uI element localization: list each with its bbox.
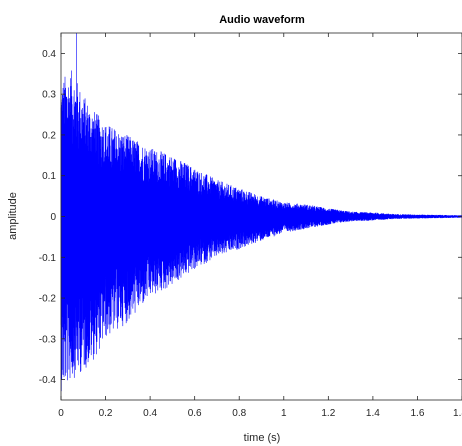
- y-tick-label: -0.4: [39, 375, 57, 386]
- plot-area: [60, 32, 462, 401]
- chart-title: Audio waveform: [219, 14, 305, 26]
- x-tick-label: 0.6: [188, 408, 202, 419]
- x-tick-label: 0: [58, 408, 64, 419]
- y-tick-label: 0.3: [42, 90, 56, 101]
- x-tick-label: 1: [281, 408, 287, 419]
- y-tick-label: 0.2: [42, 130, 56, 141]
- y-tick-label: 0.1: [42, 171, 56, 182]
- x-tick-label: 0.8: [232, 408, 246, 419]
- y-tick-label: 0.4: [42, 49, 56, 60]
- x-axis-label: time (s): [244, 432, 281, 444]
- x-tick-label: 1.4: [366, 408, 380, 419]
- x-tick-label: 1.6: [410, 408, 424, 419]
- y-axis: 0.4 0.3 0.2 0.1 0 -0.1 -0.2 -0.3 -0.4: [39, 49, 462, 386]
- y-tick-label: -0.1: [39, 253, 57, 264]
- y-tick-label: 0: [50, 212, 56, 223]
- x-tick-label: 0.2: [99, 408, 113, 419]
- x-tick-label: 1.2: [321, 408, 335, 419]
- x-tick-label: 1.8: [453, 408, 462, 419]
- y-axis-label: amplitude: [7, 192, 19, 240]
- waveform-series: [60, 33, 462, 392]
- y-tick-label: -0.2: [39, 294, 57, 305]
- y-tick-label: -0.3: [39, 334, 57, 345]
- x-axis: 0 0.2 0.4 0.6 0.8 1 1.2 1.4 1.6 1.8: [58, 33, 462, 419]
- x-tick-label: 0.4: [143, 408, 157, 419]
